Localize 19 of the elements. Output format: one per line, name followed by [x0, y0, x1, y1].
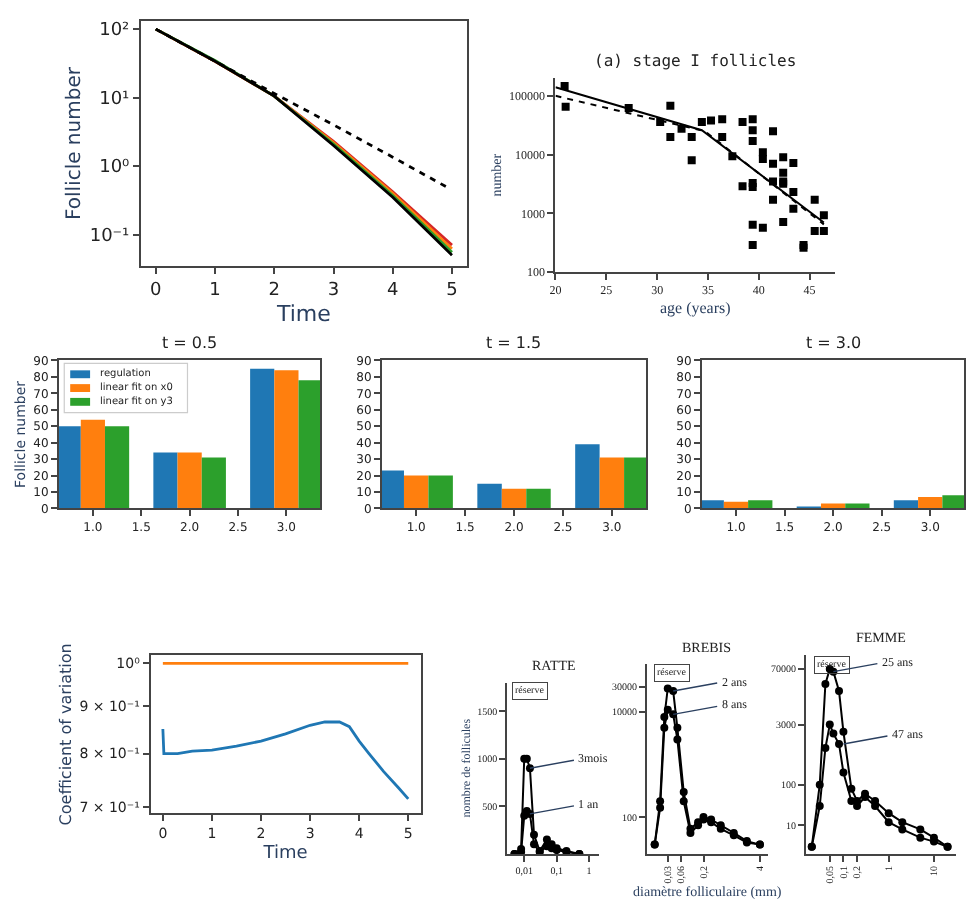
chart-title: t = 3.0	[806, 334, 862, 352]
chart-title: (a) stage I follicles	[594, 52, 797, 70]
y-tick-label: 10²	[99, 21, 131, 42]
x-tick-label: 5	[446, 281, 458, 302]
x-axis-title: Time	[261, 843, 309, 864]
y-tick-label: 10⁰	[99, 158, 131, 179]
x-tick-label: 1	[209, 281, 221, 302]
y-axis-title: Follicle number	[63, 65, 86, 221]
chart-title: t = 0.5	[162, 334, 218, 352]
x-axis-title: age (years)	[659, 298, 732, 317]
x-tick-label: 2	[268, 281, 280, 302]
chart-title: t = 1.5	[486, 334, 542, 352]
y-tick-label: 10¹	[99, 89, 131, 110]
y-axis-title: Coefficient of variation	[56, 643, 75, 826]
x-tick-label: 3	[327, 281, 340, 302]
x-tick-label: 0	[150, 281, 163, 302]
x-axis-title: Time	[274, 301, 332, 328]
y-tick-label: 10⁻¹	[89, 226, 131, 247]
x-tick-label: 4	[387, 281, 400, 302]
